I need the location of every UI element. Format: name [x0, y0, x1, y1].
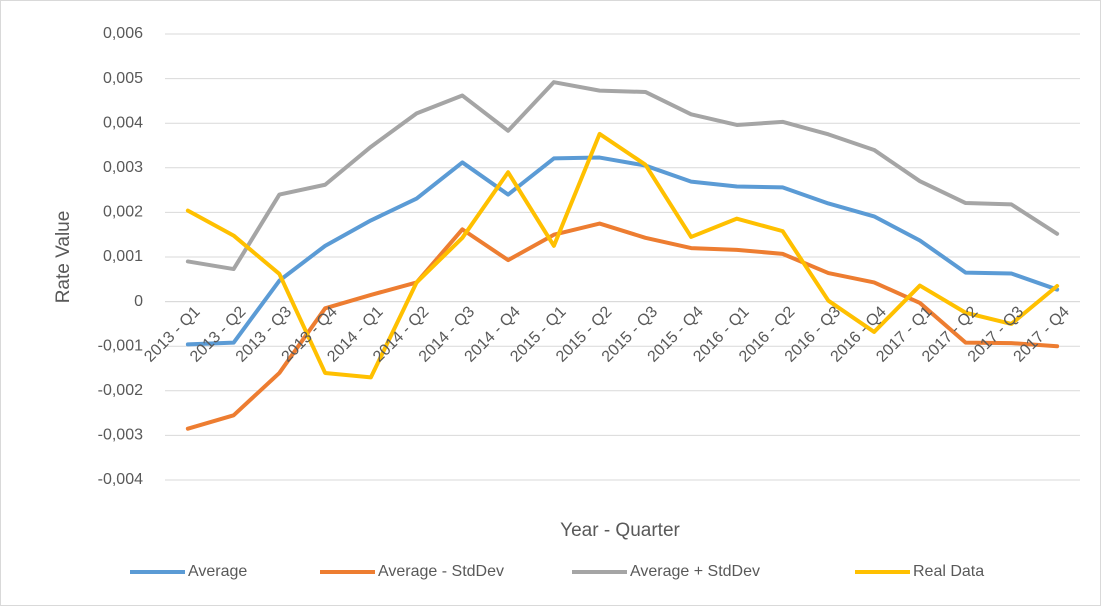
y-axis-label: Rate Value — [53, 211, 74, 304]
y-tick-label: 0,002 — [103, 204, 143, 221]
series-line — [185, 155, 1060, 347]
y-tick-label: 0,001 — [103, 248, 143, 265]
legend-label: Average - StdDev — [378, 563, 504, 580]
legend-label: Average + StdDev — [630, 563, 760, 580]
y-tick-label: 0,003 — [103, 159, 143, 176]
legend-label: Real Data — [913, 563, 984, 580]
y-tick-label: 0,005 — [103, 70, 143, 87]
series-line — [185, 221, 1060, 431]
y-tick-label: 0 — [134, 293, 143, 310]
legend-label: Average — [188, 563, 247, 580]
y-tick-label: -0,003 — [98, 427, 143, 444]
y-tick-label: -0,001 — [98, 337, 143, 354]
series-line — [185, 80, 1060, 272]
x-axis-label: Year - Quarter — [560, 520, 680, 541]
y-tick-label: -0,002 — [98, 382, 143, 399]
series-line — [185, 131, 1060, 380]
y-tick-label: 0,006 — [103, 25, 143, 42]
y-tick-label: -0,004 — [98, 471, 143, 488]
y-tick-label: 0,004 — [103, 114, 143, 131]
